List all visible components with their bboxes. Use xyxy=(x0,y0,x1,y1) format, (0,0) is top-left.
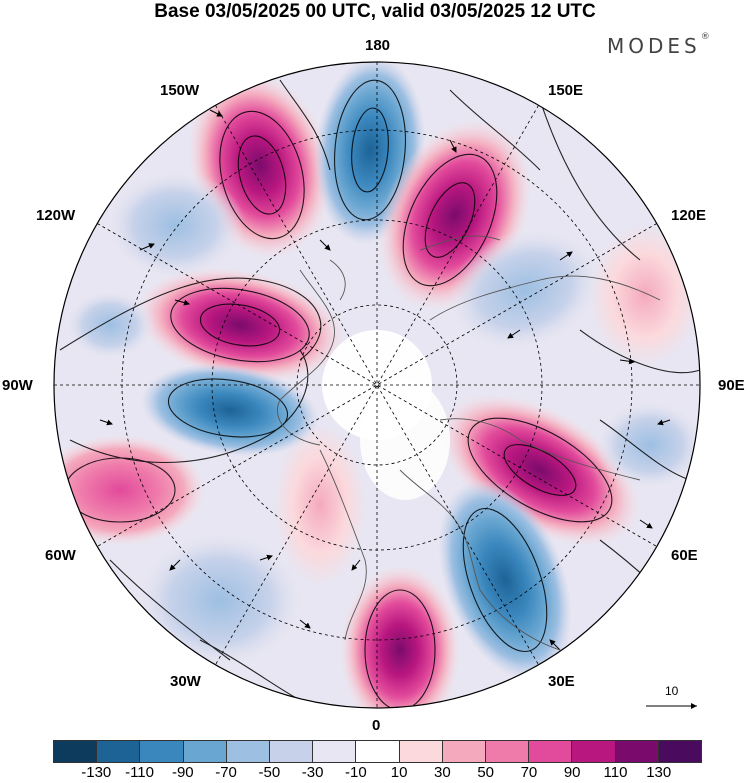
coastlines xyxy=(276,235,661,651)
vector-scale-label: 10 xyxy=(665,684,679,698)
colorbar-tick-label: 30 xyxy=(434,764,451,781)
lon-label-30e: 30E xyxy=(548,673,575,690)
colorbar-tick-label: -70 xyxy=(215,764,237,781)
lon-label-120e: 120E xyxy=(671,207,707,224)
colorbar-tick-label: 90 xyxy=(563,764,581,781)
wind-vectors xyxy=(99,109,671,651)
colorbar-segment xyxy=(658,741,702,762)
lon-label-120w: 120W xyxy=(36,207,76,224)
streamlines xyxy=(59,79,700,708)
vector-scale-arrow xyxy=(646,703,697,709)
lon-label-150e: 150E xyxy=(548,82,584,99)
colorbar-segment xyxy=(54,741,98,762)
colorbar-tick-label: 70 xyxy=(520,764,538,781)
colorbar-segment xyxy=(270,741,314,762)
arrow-right-icon xyxy=(691,703,697,709)
colorbar-segment xyxy=(399,741,443,762)
colorbar-tick-label: -10 xyxy=(345,764,367,781)
lon-label-60w: 60W xyxy=(45,547,76,564)
colorbar-segment xyxy=(615,741,659,762)
lon-label-90e: 90E xyxy=(718,377,745,394)
colorbar-tick-label: 10 xyxy=(390,764,408,781)
colorbar-tick-label: -110 xyxy=(125,764,154,781)
colorbar-tick-label: 50 xyxy=(477,764,494,781)
lon-label-180: 180 xyxy=(365,37,391,54)
colorbar-segment xyxy=(183,741,227,762)
colorbar-tick-label: -130 xyxy=(81,764,112,781)
lon-label-0: 0 xyxy=(372,717,381,734)
colorbar-tick-label: -30 xyxy=(301,764,324,781)
colorbar-segment xyxy=(572,741,616,762)
colorbar-segment xyxy=(226,741,271,762)
lon-label-60e: 60E xyxy=(671,547,698,564)
modes-logo: MODES® xyxy=(607,32,710,58)
colorbar-tick-label: 130 xyxy=(646,764,672,781)
colorbar-tick-label: -50 xyxy=(258,764,281,781)
shaded-field xyxy=(54,62,700,708)
lon-label-150w: 150W xyxy=(160,82,200,99)
graticule xyxy=(54,62,700,708)
colorbar xyxy=(53,740,702,763)
colorbar-segment xyxy=(442,741,487,762)
colorbar-segment xyxy=(313,741,357,762)
colorbar-tick-label: -90 xyxy=(171,764,194,781)
colorbar-segment xyxy=(140,741,184,762)
map-title: Base 03/05/2025 00 UTC, valid 03/05/2025… xyxy=(154,1,596,22)
map-border xyxy=(53,61,701,709)
lon-label-30w: 30W xyxy=(170,673,201,690)
colorbar-segment xyxy=(356,741,400,762)
colorbar-segment xyxy=(97,741,141,762)
lon-label-90w: 90W xyxy=(2,377,33,394)
colorbar-segment xyxy=(486,741,530,762)
colorbar-segment xyxy=(529,741,573,762)
colorbar-tick-label: 110 xyxy=(603,764,628,781)
